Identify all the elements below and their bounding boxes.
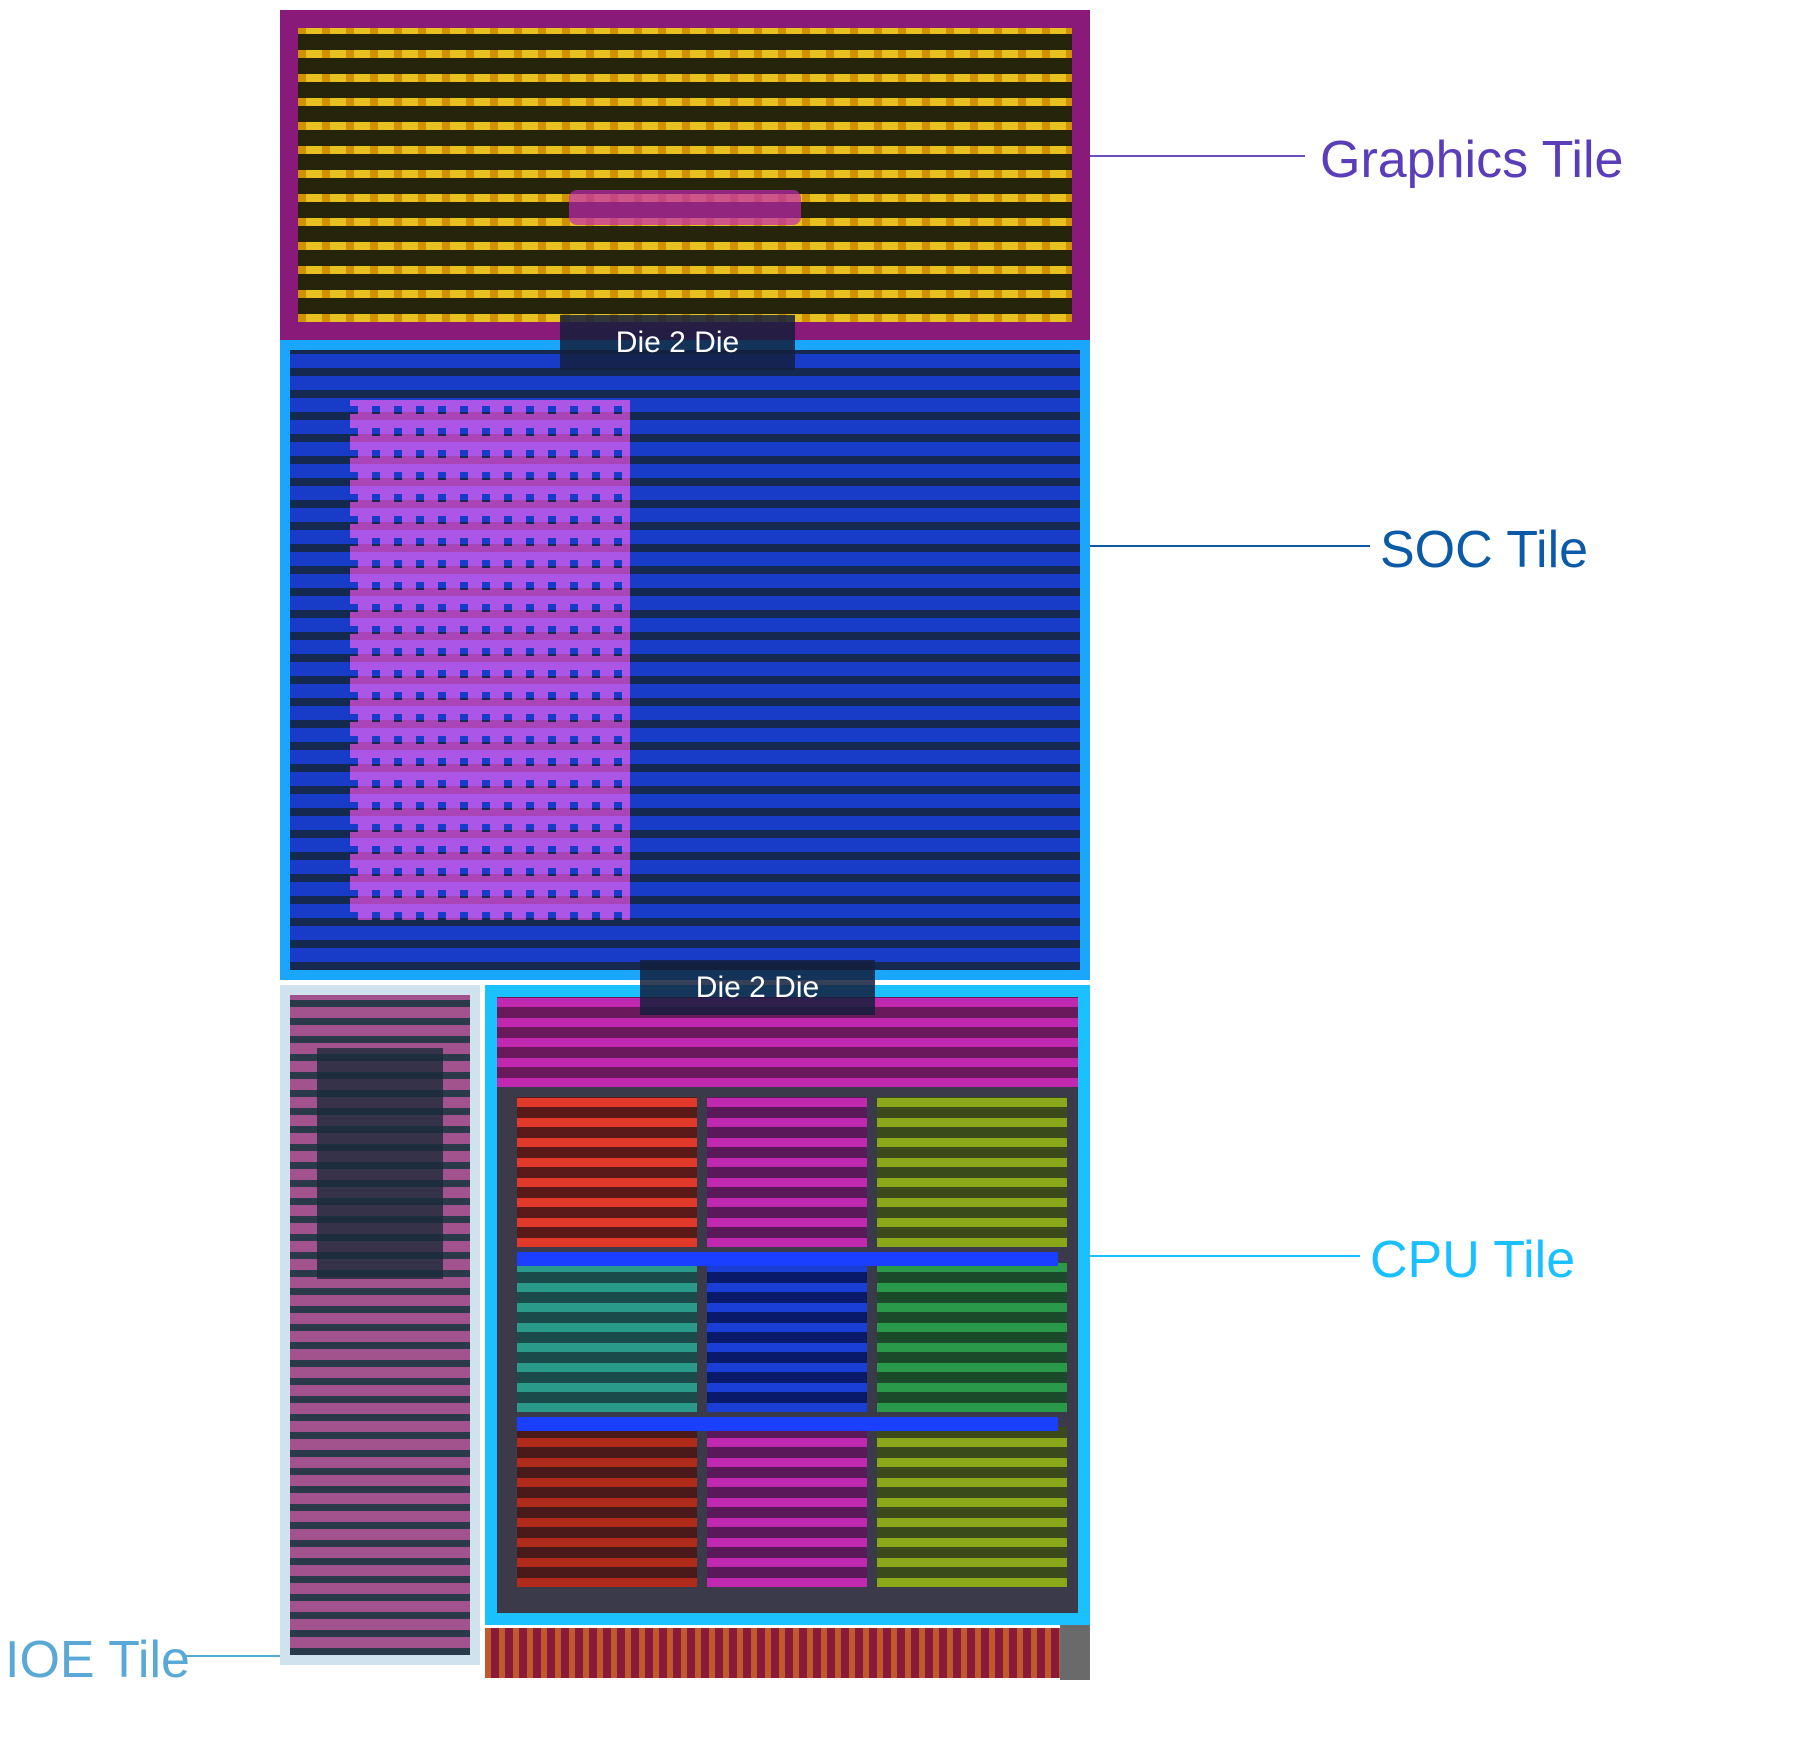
diagram-stage: Die 2 Die Die 2 Die Graphics Tile SOC Til…: [0, 0, 1802, 1746]
cpu-core-block: [707, 1097, 867, 1247]
die-to-die-label: Die 2 Die: [640, 960, 875, 1015]
cpu-core-block: [877, 1262, 1067, 1412]
cpu-tile: [485, 985, 1090, 1625]
graphics-tile: [280, 10, 1090, 340]
cpu-tile-cores: [497, 997, 1078, 1613]
ioe-tile: [280, 985, 480, 1665]
cpu-core-block: [707, 1262, 867, 1412]
cpu-core-block: [877, 1427, 1067, 1587]
cpu-tile-label: CPU Tile: [1370, 1230, 1575, 1290]
cpu-core-block: [517, 1097, 697, 1247]
graphics-tile-label: Graphics Tile: [1320, 130, 1623, 190]
soc-tile-label: SOC Tile: [1380, 520, 1588, 580]
ioe-tile-inner-region: [317, 1048, 443, 1279]
cpu-core-block: [517, 1262, 697, 1412]
die-to-die-label: Die 2 Die: [560, 315, 795, 370]
ioe-tile-label: IOE Tile: [5, 1630, 190, 1690]
bottom-interposer-strip: [485, 1628, 1060, 1678]
cpu-interconnect-bar: [517, 1252, 1058, 1266]
callout-line-graphics: [1090, 155, 1305, 157]
callout-line-ioe: [185, 1655, 280, 1657]
cpu-core-block: [517, 1427, 697, 1587]
callout-line-soc: [1090, 545, 1370, 547]
cpu-interconnect-bar: [517, 1417, 1058, 1431]
soc-tile: [280, 340, 1090, 980]
callout-line-cpu: [1090, 1255, 1360, 1257]
soc-tile-secondary-region: [350, 400, 630, 920]
graphics-tile-grid: [298, 28, 1072, 322]
cpu-core-block: [707, 1427, 867, 1587]
cpu-core-block: [877, 1097, 1067, 1247]
